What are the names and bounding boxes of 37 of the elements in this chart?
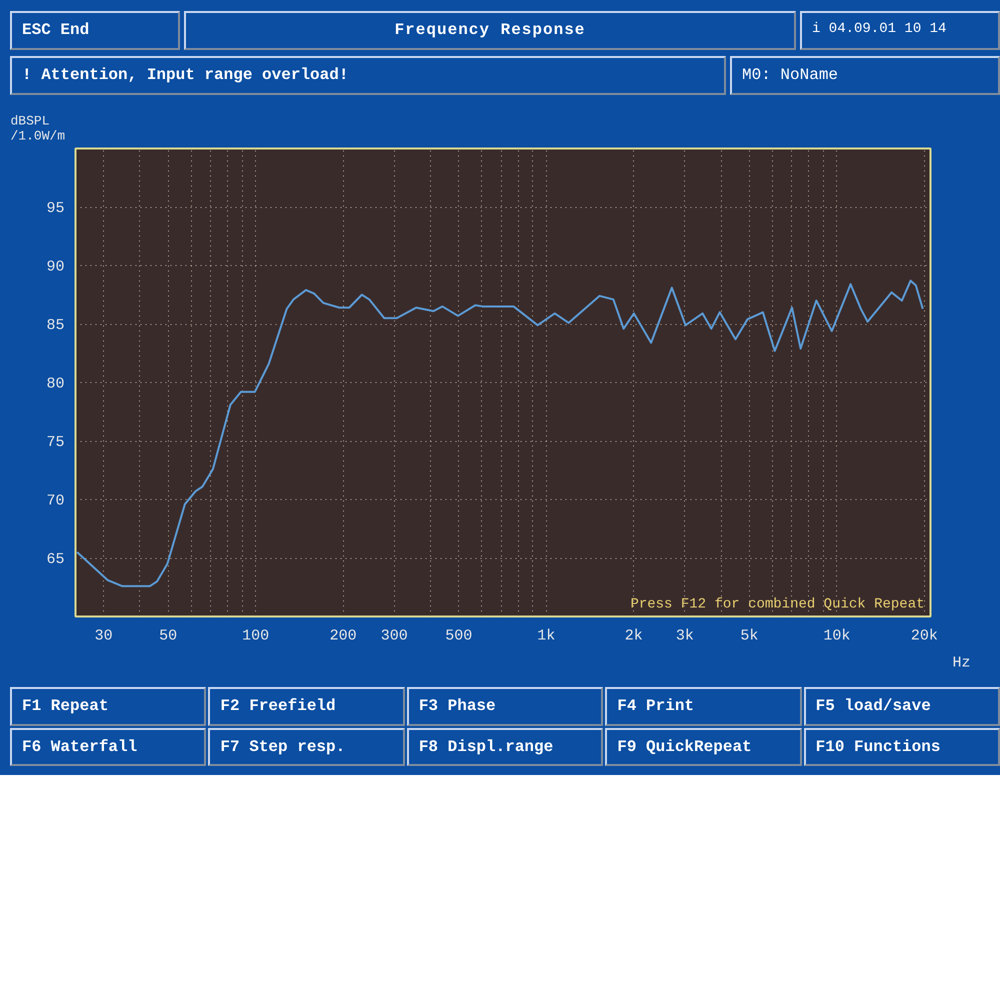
x-tick-label: 500: [445, 627, 472, 644]
text: F8 Displ.range: [406, 728, 604, 766]
x-tick-label: 300: [380, 627, 408, 644]
x-tick-label: 30: [94, 627, 113, 644]
annotation: Press F12 for combined Quick Repeat: [630, 596, 925, 612]
x-tick-label: 200: [330, 627, 357, 644]
text: F10 Functions: [804, 728, 1000, 766]
x-axis-title: Hz: [952, 654, 971, 672]
x-tick-label: 1k: [537, 627, 556, 644]
text: i 04.09.01 10 14: [800, 11, 1000, 50]
x-tick-label: 2k: [624, 627, 643, 644]
text: F1 Repeat: [10, 686, 206, 726]
text: F9 QuickRepeat: [605, 728, 802, 766]
x-tick-label: 100: [242, 627, 270, 644]
y-tick-label: 75: [46, 434, 65, 451]
x-tick-label: 3k: [676, 627, 694, 644]
text: M0: NoName: [730, 56, 1000, 95]
text: ! Attention, Input range overload!: [10, 56, 726, 95]
x-tick-label: 10k: [823, 627, 850, 644]
y-tick-label: 80: [46, 375, 65, 392]
x-tick-label: 20k: [910, 627, 938, 644]
y-tick-label: 85: [46, 316, 65, 334]
x-tick-label: 50: [159, 627, 178, 644]
y-tick-label: 90: [46, 258, 65, 276]
chart-title: Frequency Response: [184, 11, 796, 50]
text: F5 load/save: [804, 686, 1000, 726]
x-tick-label: 5k: [740, 627, 758, 644]
text: F3 Phase: [406, 686, 604, 726]
y-axis-title: dBSPL /1.0W/m: [10, 113, 66, 144]
y-tick-label: 95: [46, 200, 65, 217]
text: F2 Freefield: [208, 686, 405, 726]
y-tick-label: 70: [46, 492, 65, 510]
text: F4 Print: [605, 686, 802, 726]
y-tick-label: 65: [46, 550, 65, 568]
text: F7 Step resp.: [208, 728, 405, 766]
text: F6 Waterfall: [10, 728, 206, 766]
text: ESC End: [10, 11, 180, 50]
